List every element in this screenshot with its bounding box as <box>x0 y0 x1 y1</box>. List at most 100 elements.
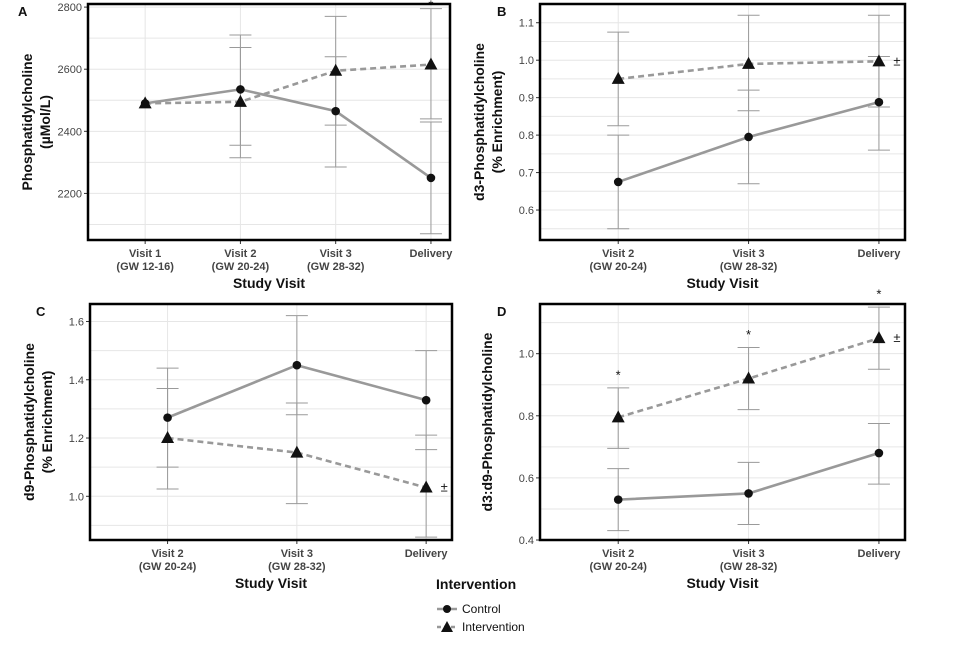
x-tick-label: Visit 2 <box>151 548 183 560</box>
x-tick-label: Visit 1 <box>129 248 161 260</box>
y-axis-title-line: Phosphatidylcholine <box>19 53 35 190</box>
series-line-intervention <box>145 63 432 105</box>
significance-annotation: ± <box>893 330 900 345</box>
y-tick-label: 2400 <box>58 126 82 138</box>
y-tick-label: 0.8 <box>519 130 534 142</box>
y-tick-label: 0.6 <box>519 205 534 217</box>
point-control <box>874 97 884 107</box>
plot-background <box>540 4 905 240</box>
panel-c: C 1.0 1.2 1.4 1.6 Visit 2(GW 20-24) Visit 3(GW… <box>21 302 454 591</box>
x-tick-label: Visit 3 <box>281 548 313 560</box>
y-tick-label: 2200 <box>58 188 82 200</box>
y-axis-title-line: (µMol/L) <box>37 95 53 149</box>
y-axis-title: d3-Phosphatidylcholine (% Enrichment) <box>471 43 505 201</box>
x-tick-label: Delivery <box>405 548 449 560</box>
panel-frame <box>88 302 454 542</box>
point-intervention <box>872 54 886 67</box>
point-control <box>744 489 753 498</box>
legend-item-intervention: Intervention <box>436 618 576 636</box>
point-intervention <box>233 94 247 107</box>
x-tick-sublabel: (GW 20-24) <box>589 261 647 273</box>
y-axis-title-line: d9-Phosphatidylcholine <box>21 343 37 501</box>
panel-d: D 0.4 0.6 0.8 1.0 Visit 2(GW 20-24) Visit 3(GW… <box>479 287 907 591</box>
panel-label: A <box>18 4 28 19</box>
significance-annotation: * <box>876 287 881 302</box>
panel-label: D <box>497 304 506 319</box>
x-tick-sublabel: (GW 28-32) <box>720 561 778 573</box>
panel-frame <box>538 302 907 542</box>
panel-label: B <box>497 4 506 19</box>
y-tick-label: 0.6 <box>519 473 534 485</box>
legend: Intervention Control Intervention <box>436 576 576 636</box>
y-axis-title-line: d3-Phosphatidylcholine <box>471 43 487 201</box>
x-tick-sublabel: (GW 20-24) <box>212 261 270 273</box>
point-intervention <box>611 410 625 423</box>
y-tick-label: 2800 <box>58 2 82 14</box>
significance-annotation: ± <box>441 480 448 495</box>
panel-label: C <box>36 304 46 319</box>
point-intervention <box>161 431 175 444</box>
series-line-intervention <box>617 336 880 419</box>
legend-label-intervention: Intervention <box>462 620 525 634</box>
panel-b: B 0.6 0.7 0.8 0.9 1.0 1.1 Visit 2(GW 20-24) Visi… <box>471 2 907 291</box>
x-axis-title: Study Visit <box>235 575 307 591</box>
point-intervention <box>138 96 152 109</box>
point-control <box>421 395 431 405</box>
x-tick-sublabel: (GW 28-32) <box>268 561 326 573</box>
x-tick-label: Visit 2 <box>602 248 634 260</box>
y-tick-label: 0.8 <box>519 411 534 423</box>
panel-a: A 2200 2400 2600 2800 Visit 1(GW 12-16) Visit … <box>18 0 453 291</box>
point-intervention <box>872 331 886 344</box>
y-tick-label: 0.9 <box>519 93 534 105</box>
point-intervention <box>742 56 756 69</box>
x-axis-title: Study Visit <box>686 575 758 591</box>
y-tick-label: 1.0 <box>69 491 84 503</box>
significance-annotation: * <box>616 367 621 382</box>
plot-background <box>88 4 450 240</box>
point-control <box>163 413 172 422</box>
point-control <box>426 173 436 183</box>
significance-annotation: ± <box>893 53 900 68</box>
x-tick-label: Delivery <box>410 248 454 260</box>
x-tick-label: Visit 3 <box>732 248 764 260</box>
y-axis-title-line: (% Enrichment) <box>489 71 505 174</box>
point-control <box>613 177 623 187</box>
point-control <box>744 132 753 142</box>
x-tick-label: Visit 3 <box>732 548 764 560</box>
y-tick-label: 1.0 <box>519 349 534 361</box>
plot-background <box>540 304 905 540</box>
point-control <box>331 106 340 116</box>
y-tick-label: 1.1 <box>519 18 534 30</box>
x-tick-sublabel: (GW 28-32) <box>307 261 365 273</box>
point-control <box>236 85 245 94</box>
x-tick-sublabel: (GW 20-24) <box>139 561 197 573</box>
significance-annotation: * <box>428 0 433 13</box>
y-tick-label: 1.2 <box>69 433 84 445</box>
x-tick-sublabel: (GW 20-24) <box>589 561 647 573</box>
point-intervention <box>424 57 438 70</box>
y-axis-title-line: d3:d9-Phosphatidylcholine <box>479 332 495 511</box>
significance-annotation: * <box>746 327 751 342</box>
legend-label-control: Control <box>462 602 501 616</box>
y-axis-title: d9-Phosphatidylcholine (% Enrichment) <box>21 343 55 501</box>
point-intervention <box>742 371 756 384</box>
legend-title: Intervention <box>436 576 517 592</box>
point-intervention <box>290 445 304 458</box>
y-tick-label: 0.7 <box>519 168 534 180</box>
point-control <box>874 448 884 458</box>
y-tick-label: 0.4 <box>519 535 534 547</box>
point-intervention <box>611 71 625 84</box>
x-tick-sublabel: (GW 28-32) <box>720 261 778 273</box>
y-tick-label: 1.4 <box>69 375 84 387</box>
x-tick-label: Visit 2 <box>224 248 256 260</box>
panel-frame <box>538 2 907 242</box>
legend-key-control <box>437 605 457 613</box>
y-axis-title-line: (% Enrichment) <box>39 371 55 474</box>
point-control <box>613 495 623 504</box>
panel-frame <box>86 2 452 242</box>
x-tick-label: Delivery <box>858 248 902 260</box>
y-axis-title: Phosphatidylcholine (µMol/L) <box>19 53 53 190</box>
y-tick-label: 1.0 <box>519 55 534 67</box>
